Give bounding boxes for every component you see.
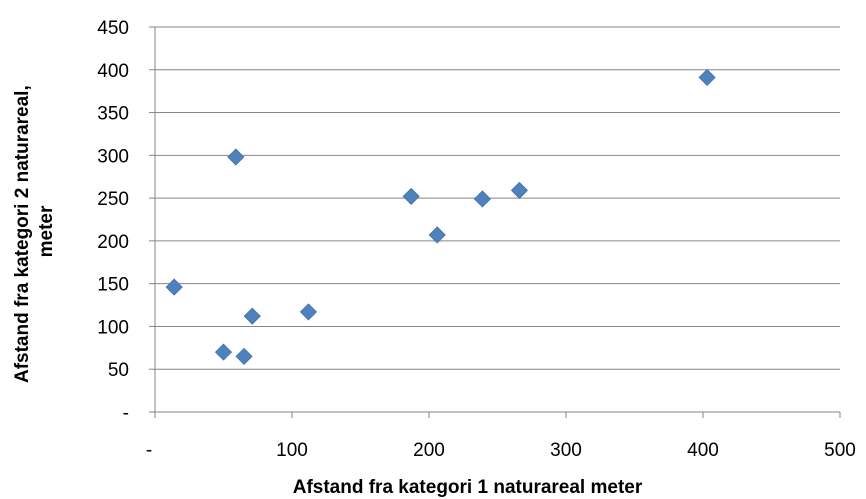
y-tick-label: 250 [97,189,129,210]
y-tick-label: 450 [97,18,129,39]
data-point [165,278,183,296]
y-axis-title-line-1: Afstand fra kategori 2 naturareal, [12,85,33,383]
y-axis-title: Afstand fra kategori 2 naturareal, meter [12,80,57,383]
x-tick-label: 400 [687,440,719,461]
data-point [227,148,245,166]
x-tick-label: 100 [276,440,308,461]
data-point [698,68,716,87]
ticks: - 50 100 150 200 250 300 350 400 450 - 100 200 300 400… [97,18,856,461]
data-point [299,303,318,321]
data-point [428,226,446,244]
x-tick-label: - [146,440,152,461]
x-tick-label: 500 [824,440,856,461]
y-tick-label: 100 [97,317,129,338]
y-axis-title-line-2: meter [36,205,57,257]
y-tick-label: 400 [97,61,129,82]
y-tick-label: - [123,403,129,424]
x-axis-title: Afstand fra kategori 1 naturareal meter [293,477,643,498]
data-point [402,187,420,205]
data-point [510,181,528,199]
y-tick-label: 150 [97,275,129,296]
x-tick-label: 300 [550,440,582,461]
data-point [214,343,233,361]
y-tick-label: 350 [97,104,129,125]
x-tick-label: 200 [413,440,445,461]
data-point [243,307,261,325]
axes [154,27,840,413]
y-tick-label: 50 [108,360,129,381]
y-tick-label: 200 [97,232,129,253]
data-point [235,347,253,365]
y-tick-label: 300 [97,146,129,167]
gridlines [155,26,840,370]
data-points [165,68,716,365]
data-point [473,190,491,208]
